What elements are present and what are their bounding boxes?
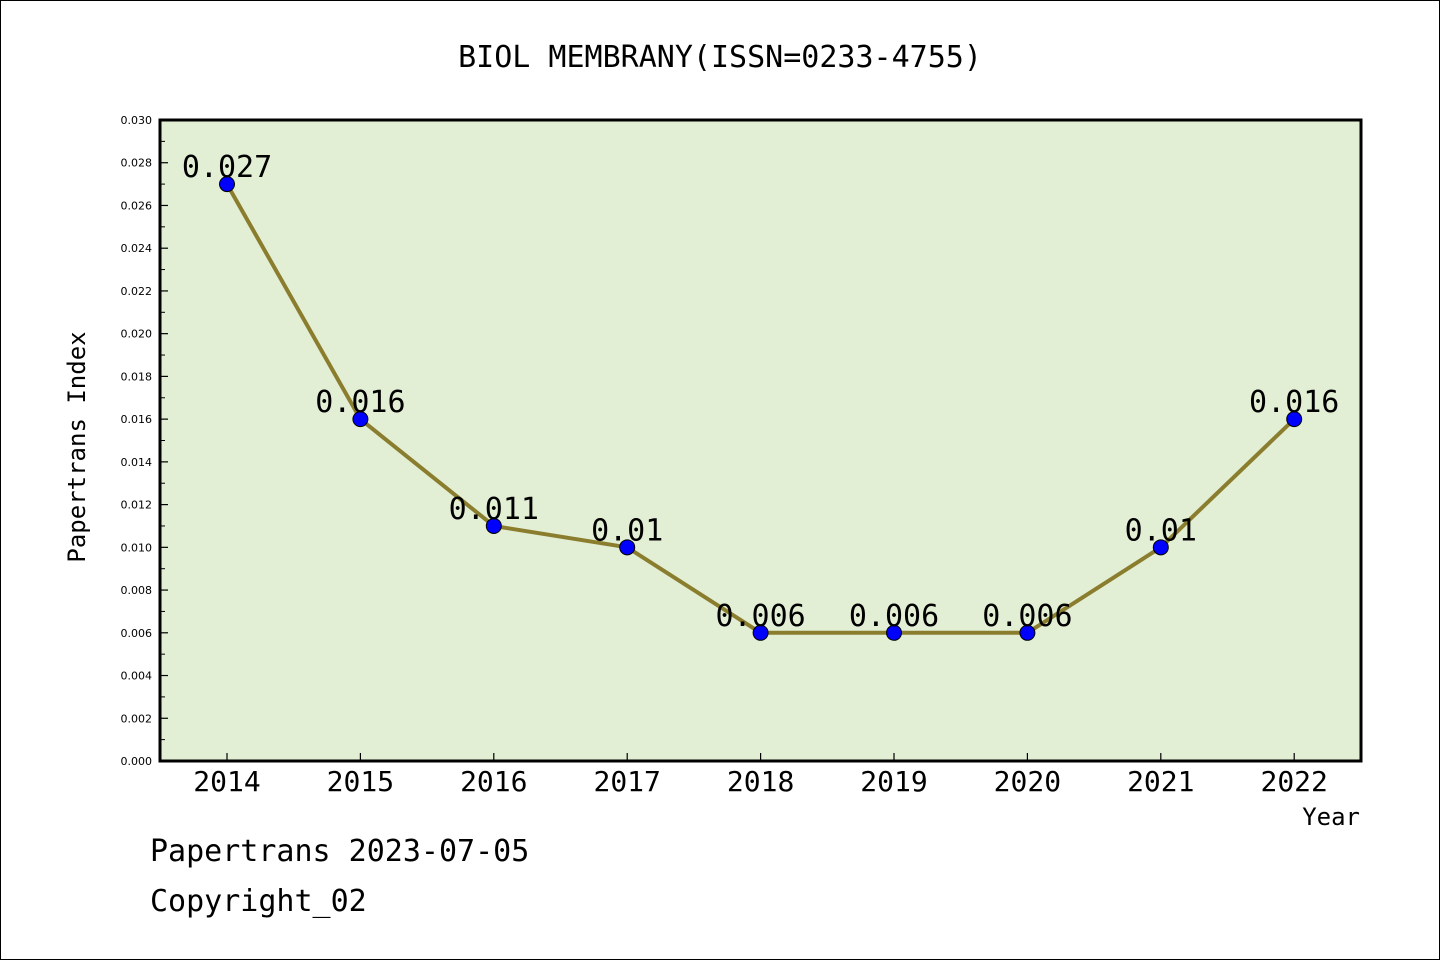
data-label: 0.006	[982, 599, 1072, 634]
y-tick-label: 0.028	[121, 157, 153, 170]
data-point	[619, 539, 636, 556]
x-tick-label: 2019	[860, 765, 927, 798]
data-label: 0.006	[849, 599, 939, 634]
y-tick-label: 0.024	[121, 242, 153, 255]
x-tick-label: 2020	[994, 765, 1061, 798]
y-axis: 0.000 0.002 0.004 0.006 0.008 0.010 0.012 0.014…	[121, 114, 168, 768]
x-tick-label: 2017	[593, 765, 660, 798]
y-tick-label: 0.010	[121, 541, 153, 554]
y-tick-label: 0.026	[121, 199, 153, 212]
y-tick-label: 0.030	[121, 114, 153, 127]
y-axis-label: Papertrans Index	[63, 331, 91, 562]
x-axis-label: Year	[1302, 803, 1360, 831]
data-label: 0.01	[591, 513, 663, 548]
data-point	[1286, 411, 1303, 428]
data-point	[1019, 624, 1036, 641]
x-tick-label: 2014	[193, 765, 260, 798]
y-tick-label: 0.020	[121, 328, 153, 341]
y-tick-label: 0.002	[121, 712, 153, 725]
series-line-group	[219, 176, 1303, 641]
y-tick-label: 0.000	[121, 755, 153, 768]
x-tick-label: 2016	[460, 765, 527, 798]
y-tick-label: 0.008	[121, 584, 153, 597]
x-tick-label: 2022	[1260, 765, 1327, 798]
data-point	[886, 624, 902, 641]
y-tick-label: 0.014	[121, 456, 153, 469]
x-tick-label: 2021	[1127, 765, 1194, 798]
y-tick-label: 0.022	[121, 285, 153, 298]
chart-title: BIOL MEMBRANY(ISSN=0233-4755)	[458, 40, 982, 75]
footer-copyright: Copyright_02	[150, 884, 367, 919]
data-point	[752, 624, 769, 641]
data-label: 0.016	[1249, 385, 1339, 420]
data-point	[219, 176, 235, 193]
data-label: 0.01	[1125, 513, 1197, 548]
y-tick-label: 0.018	[121, 370, 153, 383]
data-label: 0.027	[182, 150, 272, 185]
data-labels-group: 0.027 0.016 0.011 0.01 0.006 0.006 0.006 0.01 0.…	[182, 150, 1340, 634]
x-axis: 2014 2015 2016 2017 2018 2019 2020 2021 2022	[193, 753, 1328, 798]
data-point	[485, 517, 502, 534]
data-point	[1152, 539, 1169, 556]
footer-source: Papertrans 2023-07-05	[150, 834, 530, 869]
y-tick-label: 0.016	[121, 413, 153, 426]
plot-area	[158, 118, 1363, 763]
data-point	[352, 411, 369, 428]
x-tick-label: 2018	[727, 765, 794, 798]
data-label: 0.011	[449, 492, 539, 527]
x-tick-label: 2015	[327, 765, 394, 798]
y-tick-label: 0.004	[121, 670, 153, 683]
y-tick-label: 0.006	[121, 627, 153, 640]
data-label: 0.006	[715, 599, 805, 634]
data-label: 0.016	[315, 385, 405, 420]
y-tick-label: 0.012	[121, 499, 153, 512]
